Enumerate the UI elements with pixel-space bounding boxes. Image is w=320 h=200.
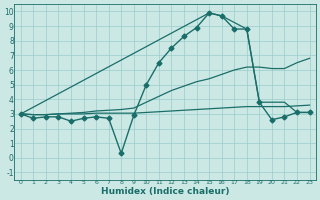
X-axis label: Humidex (Indice chaleur): Humidex (Indice chaleur) <box>101 187 229 196</box>
